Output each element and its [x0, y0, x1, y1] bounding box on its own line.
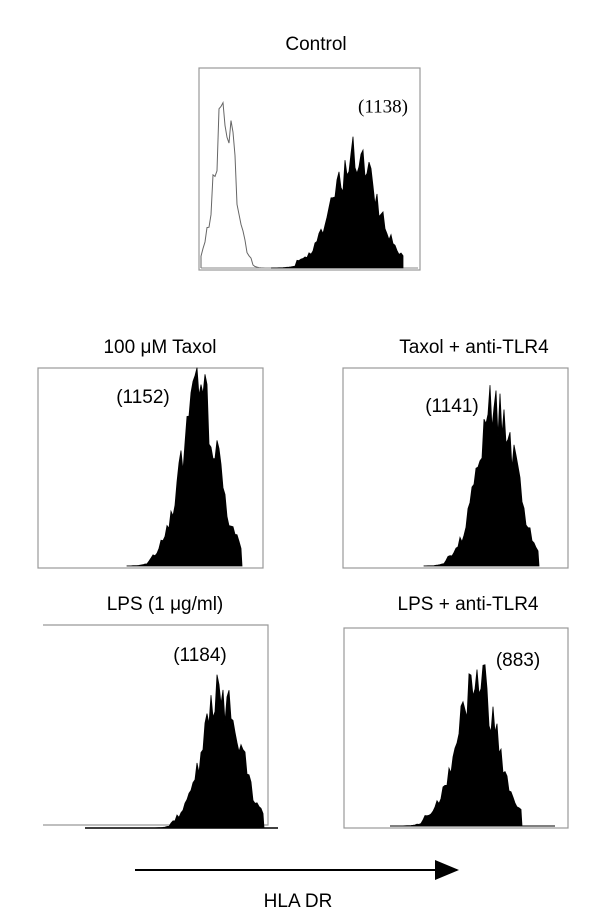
panel-title: LPS (1 μg/ml) [107, 594, 224, 615]
mfi-label: (1138) [358, 96, 408, 117]
panel-frame [342, 367, 569, 569]
histogram-filled [270, 136, 404, 269]
mfi-label: (1152) [116, 387, 170, 408]
panel-frame [343, 627, 569, 829]
panel-title: 100 μM Taxol [103, 337, 216, 358]
mfi-label: (883) [496, 650, 540, 671]
mfi-label: (1184) [173, 645, 227, 666]
mfi-label: (1141) [425, 396, 479, 417]
panel-frame [37, 367, 264, 569]
panel-title: Control [285, 34, 346, 55]
histogram-filled [423, 385, 540, 567]
histogram-filled [126, 367, 243, 567]
panel-title: LPS + anti-TLR4 [398, 594, 539, 615]
panel-frame [198, 67, 421, 271]
histogram-open [200, 100, 299, 269]
histogram-filled [398, 664, 523, 827]
histogram-filled [148, 674, 265, 829]
panel-title: Taxol + anti-TLR4 [399, 337, 549, 358]
panel-frame [43, 624, 269, 826]
axis-label: HLA DR [264, 891, 333, 912]
